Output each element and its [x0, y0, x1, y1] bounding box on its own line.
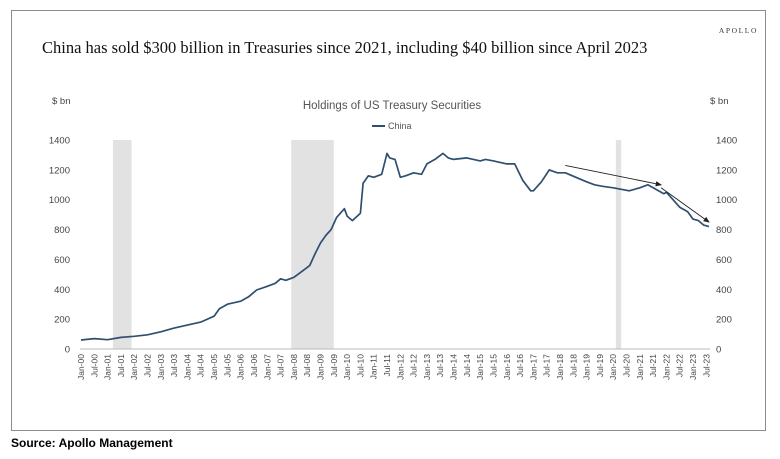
recession-band-3: [615, 140, 622, 349]
x-tick-label: Jul-20: [622, 354, 632, 377]
x-tick-label: Jul-17: [542, 354, 552, 377]
x-tick-label: Jan-19: [582, 354, 592, 380]
y-tick-right: 400: [716, 285, 732, 296]
x-tick-label: Jul-10: [355, 354, 365, 377]
y-tick-right: 1200: [716, 165, 737, 176]
y-tick-left: 800: [54, 225, 70, 236]
x-tick-label: Jan-21: [635, 354, 645, 380]
x-tick-label: Jan-09: [315, 354, 325, 380]
y-axis-right: 0 200 400 600 800 1000 1200 1400: [716, 136, 737, 356]
x-tick-label: Jan-22: [661, 354, 671, 380]
x-tick-label: Jul-09: [329, 354, 339, 377]
x-tick-label: Jul-05: [222, 354, 232, 377]
x-tick-label: Jan-00: [76, 354, 86, 380]
x-tick-label: Jul-19: [595, 354, 605, 377]
x-tick-label: Jan-11: [369, 354, 379, 380]
x-tick-label: Jul-08: [302, 354, 312, 377]
x-tick-label: Jul-04: [196, 354, 206, 377]
x-tick-label: Jul-21: [648, 354, 658, 377]
x-tick-label: Jul-14: [462, 354, 472, 377]
y-tick-left: 0: [65, 345, 70, 356]
x-tick-label: Jul-02: [143, 354, 153, 377]
trend-arrows: [565, 164, 710, 223]
legend: China: [372, 121, 412, 131]
x-tick-label: Jan-13: [422, 354, 432, 380]
x-tick-label: Jan-17: [528, 354, 538, 380]
y-tick-right: 200: [716, 315, 732, 326]
y-tick-right: 600: [716, 255, 732, 266]
x-tick-label: Jan-05: [209, 354, 219, 380]
chart-frame: [11, 10, 766, 431]
x-tick-label: Jan-12: [395, 354, 405, 380]
y-tick-left: 1400: [49, 136, 70, 147]
x-tick-label: Jan-06: [236, 354, 246, 380]
y-tick-left: 200: [54, 315, 70, 326]
legend-label-china: China: [388, 121, 412, 131]
x-tick-label: Jul-16: [515, 354, 525, 377]
trend-arrow-1: [565, 164, 662, 187]
x-tick-label: Jan-14: [449, 354, 459, 380]
x-tick-label: Jan-02: [129, 354, 139, 380]
series-line-china: [80, 152, 710, 341]
y-tick-right: 1000: [716, 195, 737, 206]
y-axis-unit-right: $ bn: [710, 96, 729, 107]
y-tick-right: 1400: [716, 136, 737, 147]
x-axis: Jan-00 Jul-00 Jan-01 Jul-01 Jan-02 Jul-02 Jan-…: [76, 354, 711, 380]
x-tick-label: Jul-01: [116, 354, 126, 377]
recession-band-2: [291, 140, 334, 349]
y-tick-left: 1200: [49, 165, 70, 176]
x-tick-label: Jul-11: [382, 354, 392, 377]
x-tick-label: Jan-15: [475, 354, 485, 380]
headline: China has sold $300 billion in Treasurie…: [42, 38, 648, 57]
x-tick-label: Jul-23: [701, 354, 711, 377]
y-axis-unit-left: $ bn: [52, 96, 71, 107]
x-tick-label: Jan-16: [502, 354, 512, 380]
x-tick-label: Jan-04: [182, 354, 192, 380]
y-tick-left: 600: [54, 255, 70, 266]
brand-logo: APOLLO: [718, 26, 758, 35]
x-tick-label: Jan-01: [103, 354, 113, 380]
recession-shading: [112, 140, 622, 349]
y-tick-right: 0: [716, 345, 721, 356]
y-tick-right: 800: [716, 225, 732, 236]
x-tick-label: Jul-07: [276, 354, 286, 377]
y-tick-left: 1000: [49, 195, 70, 206]
chart-title: Holdings of US Treasury Securities: [303, 100, 482, 112]
x-tick-label: Jan-10: [342, 354, 352, 380]
x-tick-label: Jul-03: [169, 354, 179, 377]
y-tick-left: 400: [54, 285, 70, 296]
source-note: Source: Apollo Management: [11, 436, 173, 450]
x-tick-label: Jan-07: [262, 354, 272, 380]
x-tick-label: Jul-18: [568, 354, 578, 377]
trend-arrow-2: [660, 187, 710, 223]
x-tick-label: Jan-20: [608, 354, 618, 380]
x-tick-label: Jul-06: [249, 354, 259, 377]
x-tick-label: Jul-12: [409, 354, 419, 377]
x-tick-label: Jul-13: [435, 354, 445, 377]
y-axis-left: 0 200 400 600 800 1000 1200 1400: [49, 136, 70, 356]
x-tick-label: Jul-22: [675, 354, 685, 377]
x-tick-label: Jan-03: [156, 354, 166, 380]
x-tick-label: Jul-15: [488, 354, 498, 377]
x-tick-label: Jan-23: [688, 354, 698, 380]
recession-band-1: [112, 140, 132, 349]
x-tick-label: Jan-18: [555, 354, 565, 380]
x-tick-label: Jan-08: [289, 354, 299, 380]
x-tick-label: Jul-00: [89, 354, 99, 377]
